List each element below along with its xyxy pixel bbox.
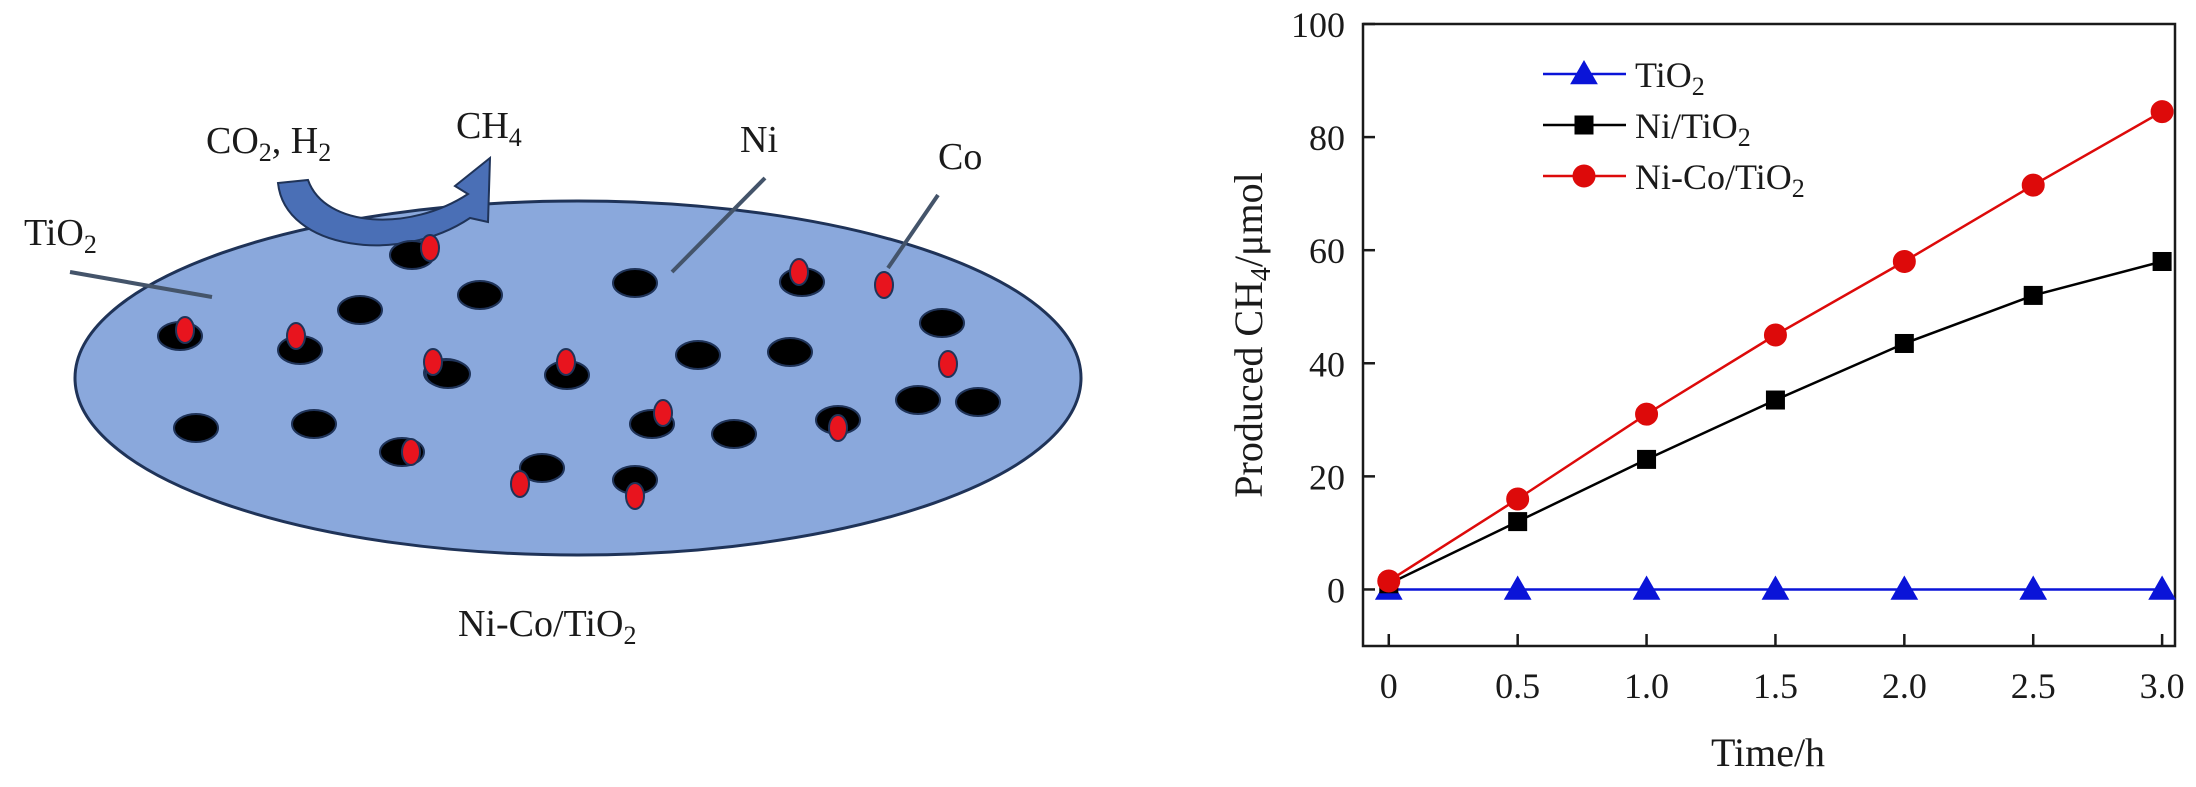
data-point	[1503, 575, 1532, 600]
data-point	[2019, 575, 2048, 600]
y-tick-label: 60	[1309, 231, 1345, 271]
ni-particle	[955, 387, 1001, 417]
methane-production-chart: 0 0.5 1.0 1.5 2.0 2.5 3.0 0 20 40 60 80 100 TiO2 Ni/T…	[1226, 5, 2185, 775]
data-point	[1637, 449, 1657, 469]
data-point	[1506, 487, 1530, 511]
x-tick-label: 1.0	[1624, 666, 1669, 706]
data-point	[2021, 173, 2045, 197]
chart-legend: TiO2 Ni/TiO2 Ni-Co/TiO2	[1543, 55, 1805, 203]
y-tick-label: 100	[1291, 5, 1345, 45]
data-point	[1632, 575, 1661, 600]
reaction-arrow-icon	[276, 155, 492, 247]
particles-layer	[157, 234, 1001, 510]
data-point	[1377, 569, 1401, 593]
legend-item: Ni-Co/TiO2	[1543, 157, 1805, 203]
ni-particle	[519, 453, 565, 483]
catalyst-schematic: CO2, H2 CH4 TiO2 Ni Co Ni-Co/TiO2	[24, 105, 1083, 650]
ni-particle	[173, 413, 219, 443]
data-point	[1508, 512, 1528, 532]
series-1	[1379, 251, 2172, 594]
ni-particle	[675, 340, 721, 370]
product-label: CH4	[456, 105, 522, 152]
legend-item: TiO2	[1543, 55, 1705, 101]
ni-particle	[919, 308, 965, 338]
co-particle	[789, 258, 809, 286]
ni-label: Ni	[740, 119, 778, 161]
co-particle	[401, 438, 421, 466]
series-2	[1377, 100, 2174, 593]
legend-marker	[1574, 115, 1594, 135]
y-axis-label: Produced CH4/μmol	[1226, 172, 1277, 497]
co-particle	[556, 348, 576, 376]
ni-particle	[895, 385, 941, 415]
data-point	[2152, 251, 2172, 271]
y-tick-label: 80	[1309, 118, 1345, 158]
data-point	[1892, 249, 1916, 273]
data-point	[1890, 575, 1919, 600]
legend-marker	[1572, 164, 1596, 188]
x-tick-label: 0.5	[1495, 666, 1540, 706]
co-particle	[653, 399, 673, 427]
co-particle	[625, 482, 645, 510]
data-point	[1763, 323, 1787, 347]
data-point	[2023, 285, 2043, 305]
y-tick-label: 0	[1327, 570, 1345, 610]
data-point	[2148, 575, 2176, 600]
co-particle	[938, 350, 958, 378]
ni-particle	[337, 295, 383, 325]
series-layer	[1374, 100, 2176, 600]
ni-particle	[711, 419, 757, 449]
ni-particle	[612, 268, 658, 298]
legend-label: Ni-Co/TiO2	[1635, 157, 1805, 203]
co-particle	[420, 234, 440, 262]
legend-item: Ni/TiO2	[1543, 106, 1751, 152]
tio2-label: TiO2	[24, 212, 97, 259]
co-particle	[874, 271, 894, 299]
co-particle	[828, 414, 848, 442]
series-0	[1374, 575, 2176, 600]
axis-ticks: 0 0.5 1.0 1.5 2.0 2.5 3.0 0 20 40 60 80 100	[1291, 5, 2185, 706]
reactant-label: CO2, H2	[206, 120, 331, 167]
y-tick-label: 20	[1309, 457, 1345, 497]
data-point	[1635, 402, 1659, 426]
co-particle	[423, 348, 443, 376]
schematic-caption: Ni-Co/TiO2	[458, 603, 636, 650]
ni-particle	[457, 280, 503, 310]
x-axis-label: Time/h	[1711, 730, 1825, 775]
data-point	[2150, 100, 2174, 124]
co-label: Co	[938, 136, 982, 178]
x-tick-label: 1.5	[1753, 666, 1798, 706]
ni-pointer-line	[670, 176, 767, 274]
co-pointer-line	[886, 193, 940, 270]
ni-particle	[767, 337, 813, 367]
tio2-pointer-line	[69, 270, 213, 299]
x-tick-label: 0	[1380, 666, 1398, 706]
x-tick-label: 2.0	[1882, 666, 1927, 706]
y-tick-label: 40	[1309, 344, 1345, 384]
ni-particle	[291, 409, 337, 439]
legend-label: TiO2	[1635, 55, 1705, 101]
plot-frame	[1361, 22, 2177, 648]
data-point	[1761, 575, 1790, 600]
legend-label: Ni/TiO2	[1635, 106, 1751, 152]
x-tick-label: 2.5	[2011, 666, 2056, 706]
co-particle	[510, 470, 530, 498]
co-particle	[175, 316, 195, 344]
co-particle	[286, 322, 306, 350]
x-tick-label: 3.0	[2140, 666, 2185, 706]
legend-marker	[1570, 59, 1598, 85]
data-point	[1765, 390, 1785, 410]
data-point	[1894, 333, 1914, 353]
series-line	[1388, 260, 2163, 585]
